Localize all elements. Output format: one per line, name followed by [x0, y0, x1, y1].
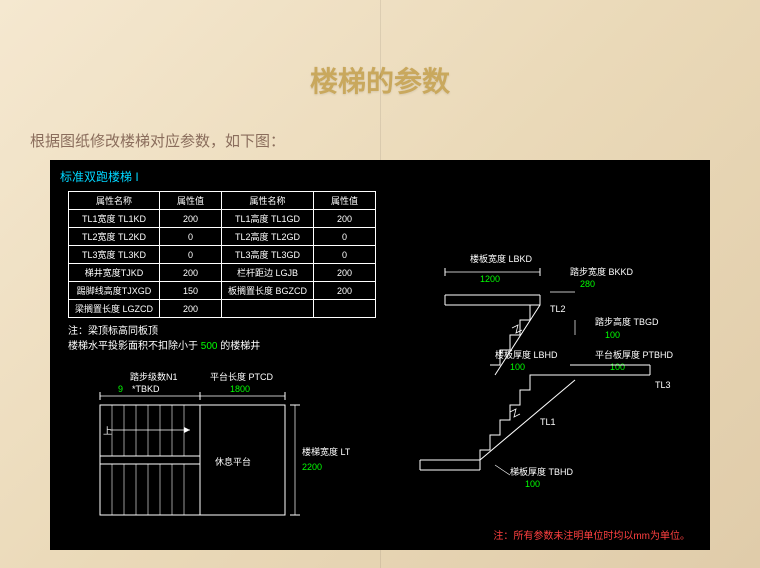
cad-title: 标准双跑楼梯 I — [50, 160, 710, 189]
plan-view-drawing: 踏步级数N1 平台长度 PTCD 9 *TBKD 1800 — [90, 370, 350, 520]
svg-text:1800: 1800 — [230, 384, 250, 394]
svg-text:楼板厚度 LBHD: 楼板厚度 LBHD — [495, 349, 558, 360]
svg-text:TL3: TL3 — [655, 380, 671, 390]
section-view-drawing: 楼板宽度 LBKD 1200 踏步宽度 BKKD 280 踏步高度 TBGD 1… — [400, 250, 690, 520]
svg-text:平台板厚度 PTBHD: 平台板厚度 PTBHD — [595, 349, 674, 360]
svg-text:楼板宽度 LBKD: 楼板宽度 LBKD — [470, 253, 533, 264]
svg-text:100: 100 — [605, 330, 620, 340]
table-row: TL1宽度 TL1KD200TL1高度 TL1GD200 — [69, 210, 376, 228]
svg-text:*TBKD: *TBKD — [132, 384, 160, 394]
svg-text:2200: 2200 — [302, 462, 322, 472]
table-row: 踢脚线高度TJXGD150板搁置长度 BGZCD200 — [69, 282, 376, 300]
svg-text:9: 9 — [118, 384, 123, 394]
svg-text:休息平台: 休息平台 — [215, 456, 251, 467]
svg-text:上: 上 — [103, 426, 112, 436]
footnote: 注：所有参数未注明单位时均以mm为单位。 — [493, 527, 690, 542]
svg-text:1200: 1200 — [480, 274, 500, 284]
svg-text:100: 100 — [510, 362, 525, 372]
svg-text:TL2: TL2 — [550, 304, 566, 314]
table-row: 梯井宽度TJKD200栏杆距边 LGJB200 — [69, 264, 376, 282]
svg-text:踏步宽度 BKKD: 踏步宽度 BKKD — [570, 266, 634, 277]
svg-text:踏步高度 TBGD: 踏步高度 TBGD — [595, 316, 659, 327]
svg-text:楼梯宽度 LTKD: 楼梯宽度 LTKD — [302, 446, 350, 457]
table-row: TL2宽度 TL2KD0TL2高度 TL2GD0 — [69, 228, 376, 246]
svg-text:100: 100 — [610, 362, 625, 372]
svg-text:梯板厚度 TBHD: 梯板厚度 TBHD — [510, 466, 574, 477]
svg-text:280: 280 — [580, 279, 595, 289]
svg-text:100: 100 — [525, 479, 540, 489]
param-table: 属性名称 属性值 属性名称 属性值 TL1宽度 TL1KD200TL1高度 TL… — [68, 191, 376, 318]
svg-text:TL1: TL1 — [540, 417, 556, 427]
table-row: 梁搁置长度 LGZCD200 — [69, 300, 376, 318]
table-row: TL3宽度 TL3KD0TL3高度 TL3GD0 — [69, 246, 376, 264]
svg-text:平台长度 PTCD: 平台长度 PTCD — [210, 371, 274, 382]
cad-panel: 标准双跑楼梯 I 属性名称 属性值 属性名称 属性值 TL1宽度 TL1KD20… — [50, 160, 710, 550]
svg-text:踏步级数N1: 踏步级数N1 — [130, 371, 178, 382]
table-header-row: 属性名称 属性值 属性名称 属性值 — [69, 192, 376, 210]
